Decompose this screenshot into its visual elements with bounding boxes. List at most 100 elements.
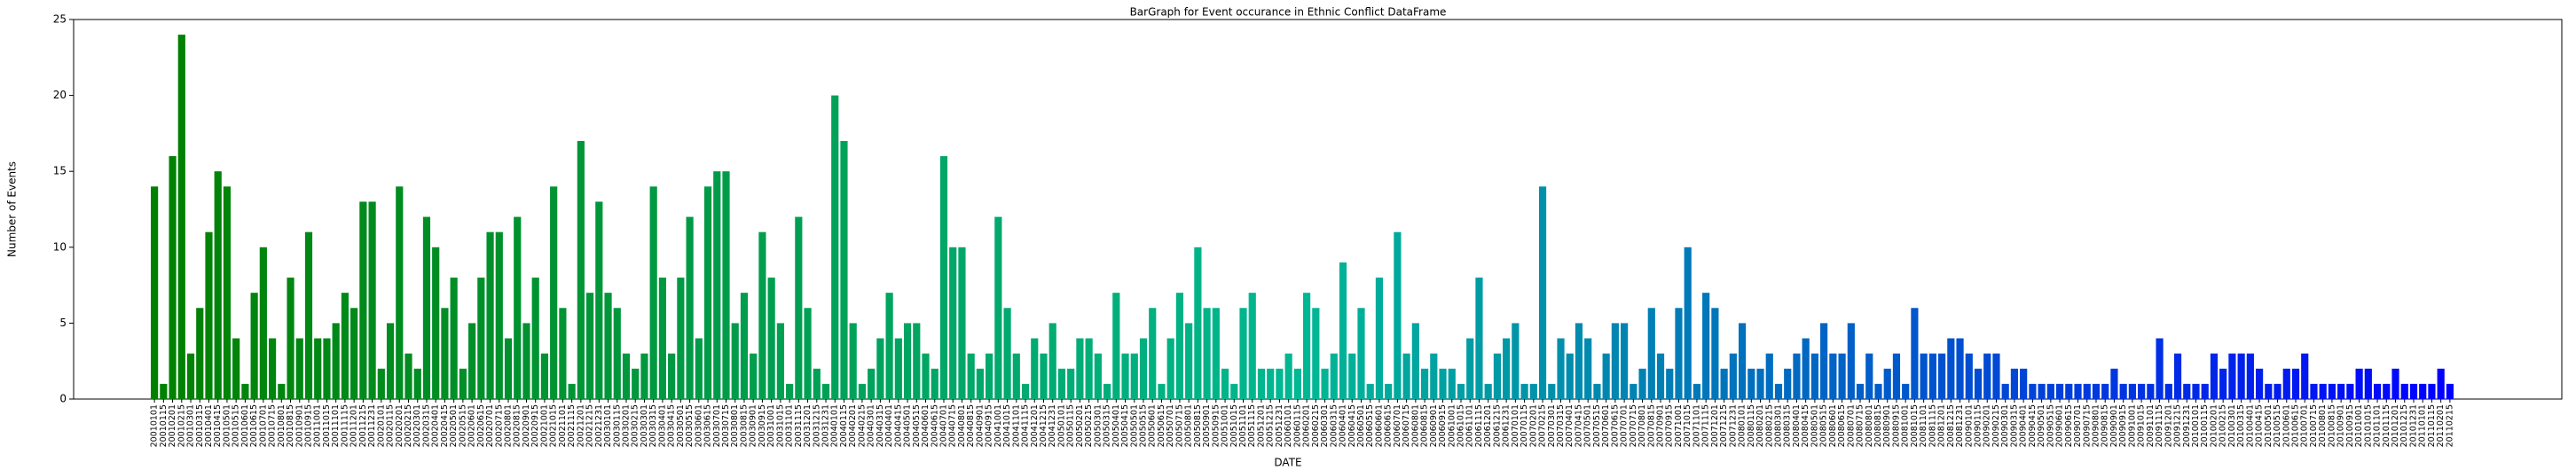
x-tick-label: 20030301 (640, 404, 649, 447)
x-tick-label: 20030501 (676, 404, 686, 447)
bar (468, 323, 476, 399)
bar (413, 368, 421, 399)
x-tick-label: 20070515 (1592, 404, 1602, 447)
bar (2201, 383, 2209, 399)
bar (840, 140, 848, 399)
x-tick-label: 20010615 (249, 404, 259, 447)
x-tick-label: 20090801 (2091, 404, 2101, 447)
x-tick-label: 20080901 (1882, 404, 1892, 447)
bar (2029, 383, 2037, 399)
bar (1357, 308, 1365, 399)
bar (2301, 353, 2309, 399)
x-tick-label: 20050115 (1066, 404, 1076, 447)
x-tick-label: 20060301 (1320, 404, 1330, 447)
bar (731, 323, 739, 399)
bar (1493, 353, 1502, 399)
bar (2192, 383, 2200, 399)
bar (377, 368, 385, 399)
x-tick-label: 20050915 (1211, 404, 1221, 447)
x-tick-label: 20080801 (1865, 404, 1874, 447)
bar (1194, 247, 1202, 399)
x-tick-label: 20050501 (1129, 404, 1139, 447)
bar (332, 323, 340, 399)
bar (821, 383, 830, 399)
x-tick-label: 20100315 (2236, 404, 2246, 447)
bar (314, 338, 322, 399)
bar (396, 186, 404, 399)
bar (1756, 368, 1764, 399)
x-tick-label: 20020801 (504, 404, 514, 447)
bar (2001, 383, 2009, 399)
x-tick-label: 20060701 (1393, 404, 1402, 447)
x-tick-label: 20090415 (2028, 404, 2038, 447)
x-tick-label: 20020901 (522, 404, 531, 447)
x-tick-label: 20050801 (1184, 404, 1194, 447)
x-tick-label: 20050215 (1084, 404, 1094, 447)
x-tick-label: 20090715 (2082, 404, 2092, 447)
bar (595, 201, 603, 399)
bar (1711, 308, 1719, 399)
bar (1892, 353, 1901, 399)
x-tick-label: 20080601 (1828, 404, 1838, 447)
x-tick-label: 20100715 (2309, 404, 2319, 447)
x-tick-label: 20021001 (539, 404, 549, 447)
x-tick-label: 20040801 (957, 404, 967, 447)
bar (1048, 323, 1056, 399)
bar (1230, 383, 1238, 399)
bar (722, 171, 730, 399)
x-tick-label: 20060715 (1402, 404, 1411, 447)
bar (1692, 383, 1701, 399)
bar (795, 216, 803, 399)
bar (1965, 353, 1973, 399)
bar (813, 368, 821, 399)
bar (1149, 308, 1157, 399)
x-tick-label: 20090301 (2000, 404, 2010, 447)
x-tick-label: 20060101 (1284, 404, 1293, 447)
bar (1928, 353, 1936, 399)
x-tick-label: 20050315 (1103, 404, 1112, 447)
x-tick-label: 20101101 (2373, 404, 2383, 447)
bar (1847, 323, 1855, 399)
x-tick-label: 20070215 (1538, 404, 1548, 447)
x-tick-label: 20010101 (150, 404, 160, 447)
x-tick-label: 20040201 (848, 404, 858, 447)
x-tick-label: 20041215 (1039, 404, 1048, 447)
bar (177, 35, 185, 400)
bar (1321, 368, 1329, 399)
x-tick-label: 20070501 (1583, 404, 1593, 447)
x-tick-label: 20080915 (1891, 404, 1901, 447)
bar (767, 278, 775, 399)
bar (477, 278, 485, 399)
bar (1076, 338, 1084, 399)
bar (804, 308, 812, 399)
bar (686, 216, 694, 399)
bar (994, 216, 1002, 399)
x-tick-label: 20050201 (1075, 404, 1085, 447)
bar (1067, 368, 1075, 399)
bar (1512, 323, 1520, 399)
x-tick-label: 20010801 (277, 404, 287, 447)
x-tick-label: 20090115 (1974, 404, 1983, 447)
bar (1239, 308, 1247, 399)
x-tick-label: 20010415 (213, 404, 223, 447)
x-tick-label: 20101201 (2391, 404, 2400, 447)
bar (2110, 368, 2118, 399)
x-tick-label: 20020301 (412, 404, 422, 447)
bar (241, 383, 249, 399)
x-tick-label: 20081115 (1928, 404, 1937, 447)
bar (568, 383, 576, 399)
x-tick-label: 20071101 (1692, 404, 1701, 447)
x-tick-label: 20091001 (2127, 404, 2137, 447)
bar (432, 247, 440, 399)
x-tick-label: 20021215 (585, 404, 595, 447)
x-tick-label: 20070901 (1656, 404, 1666, 447)
bar (613, 308, 621, 399)
bar (295, 338, 303, 399)
x-tick-label: 20080615 (1837, 404, 1847, 447)
bar (2337, 383, 2345, 399)
bar (1348, 353, 1356, 399)
bar (1284, 353, 1292, 399)
x-tick-label: 20080815 (1873, 404, 1883, 447)
bar (1611, 323, 1619, 399)
bar (1339, 262, 1347, 399)
